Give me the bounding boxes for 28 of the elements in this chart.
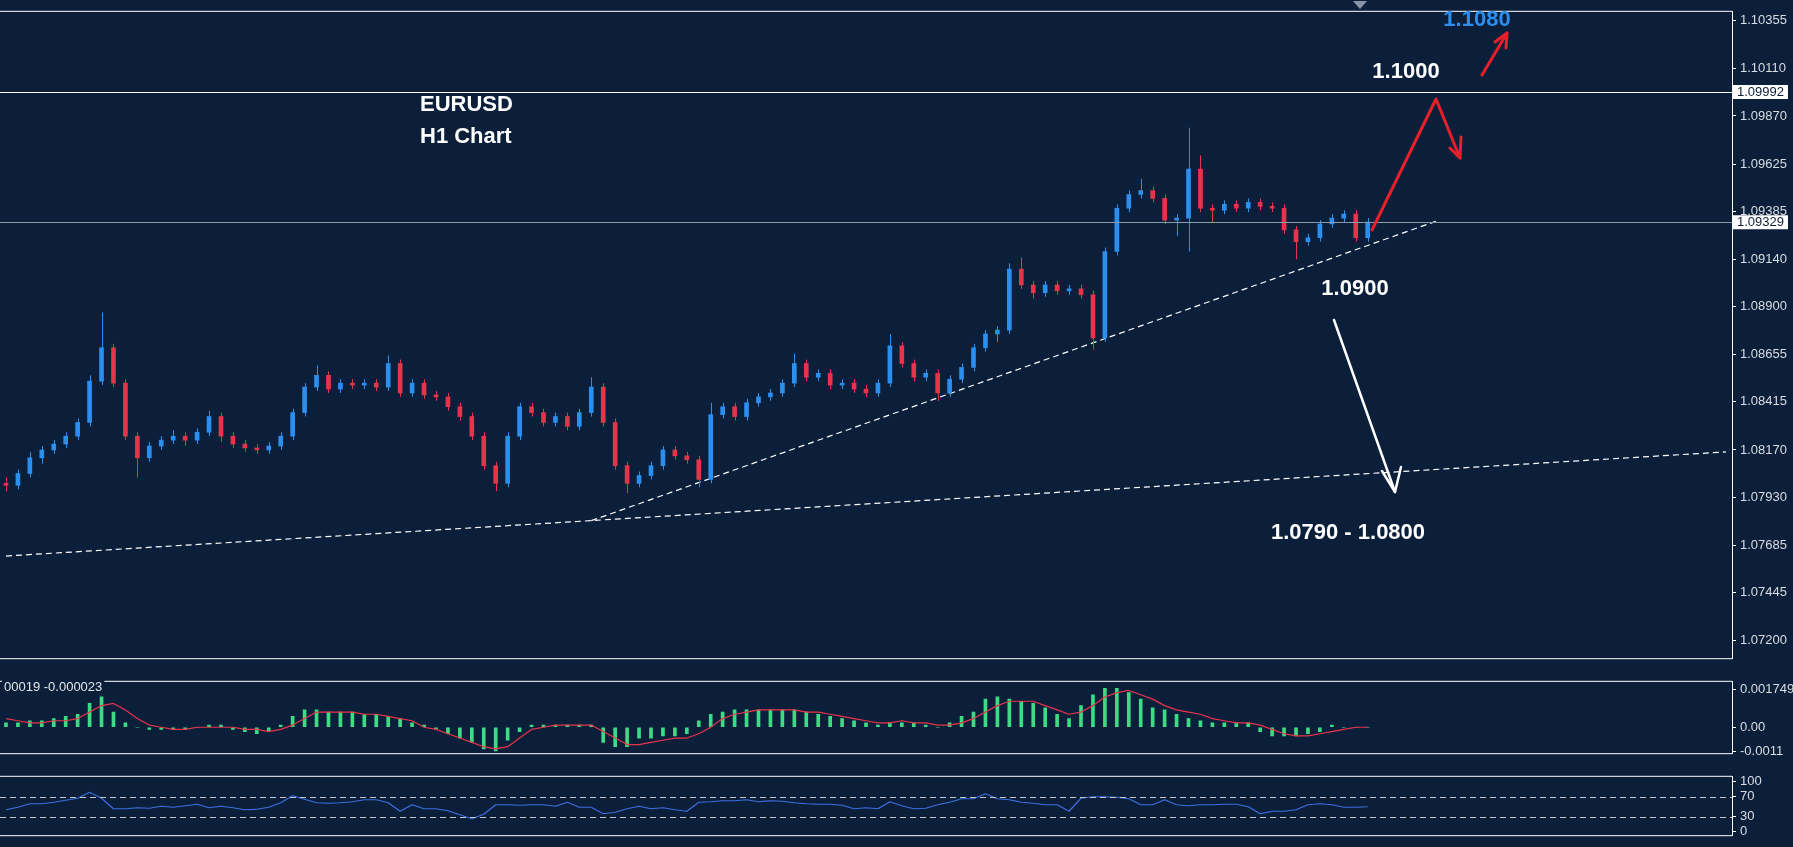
annotation: 1.1080	[1443, 6, 1511, 32]
y-tick-label: 1.08170	[1740, 441, 1787, 457]
y-tick-label: 0.00	[1740, 718, 1766, 734]
y-tick-label: 1.08900	[1740, 298, 1787, 314]
y-tick-label: 70	[1740, 788, 1755, 804]
text: EURUSD	[420, 91, 513, 117]
y-tick-label: 1.10355	[1740, 12, 1787, 28]
y-tick-label: 1.09140	[1740, 250, 1787, 266]
y-tick-label: 1.07445	[1740, 583, 1787, 599]
y-tick-label: -0.0011	[1740, 742, 1784, 758]
text: H1 Chart	[420, 123, 513, 149]
annotation: 00019 -0.000023	[4, 678, 103, 694]
y-tick-label: 0	[1740, 823, 1748, 839]
ref-line-label: 1.09992	[1737, 84, 1784, 100]
annotation: 1.0790 - 1.0800	[1270, 519, 1426, 545]
y-tick-label: 30	[1740, 808, 1755, 824]
y-tick-label: 1.09625	[1740, 155, 1787, 171]
y-tick-label: 100	[1740, 773, 1762, 789]
y-tick-label: 0.001749	[1740, 680, 1793, 696]
annotation: 1.0900	[1321, 275, 1389, 301]
y-tick-label: 1.07200	[1740, 632, 1787, 648]
y-tick-label: 1.10110	[1740, 60, 1787, 76]
y-tick-label: 1.07930	[1740, 488, 1787, 504]
annotation: 1.1000	[1372, 58, 1440, 84]
y-tick-label: 1.08655	[1740, 346, 1787, 362]
y-tick-label: 1.07685	[1740, 536, 1787, 552]
y-tick-label: 1.08415	[1740, 393, 1787, 409]
y-tick-label: 1.09870	[1740, 107, 1787, 123]
